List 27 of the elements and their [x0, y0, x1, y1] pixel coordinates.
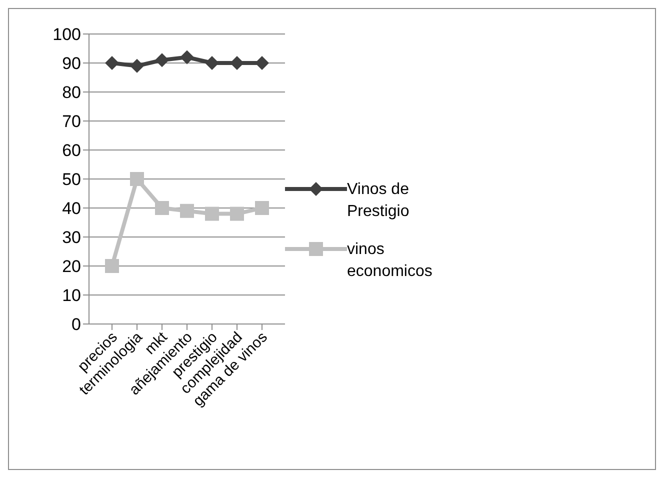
point — [255, 56, 269, 70]
point — [105, 56, 119, 70]
y-tick-label: 30 — [62, 228, 81, 248]
y-tick-label: 80 — [62, 83, 81, 102]
point — [255, 201, 269, 215]
y-tick-label: 50 — [62, 170, 81, 190]
point — [205, 56, 219, 70]
y-tick-label: 0 — [72, 315, 81, 334]
y-tick-label: 100 — [52, 25, 81, 44]
point — [180, 204, 194, 218]
point — [130, 172, 144, 186]
legend-label: vinos economicos — [347, 240, 434, 282]
y-tick-label: 90 — [62, 54, 81, 74]
point — [105, 259, 119, 273]
legend-label: Vinos de Prestigio — [347, 180, 410, 222]
point — [205, 206, 219, 221]
y-tick-label: 60 — [62, 141, 81, 160]
y-tick-label: 20 — [62, 257, 81, 276]
point — [230, 206, 244, 221]
y-tick-label: 40 — [62, 199, 81, 218]
y-tick-label: 70 — [62, 112, 81, 132]
point — [130, 58, 144, 73]
point — [180, 50, 194, 64]
point — [155, 201, 169, 215]
y-tick-label: 10 — [62, 286, 81, 306]
point — [230, 56, 244, 70]
point — [155, 53, 169, 68]
